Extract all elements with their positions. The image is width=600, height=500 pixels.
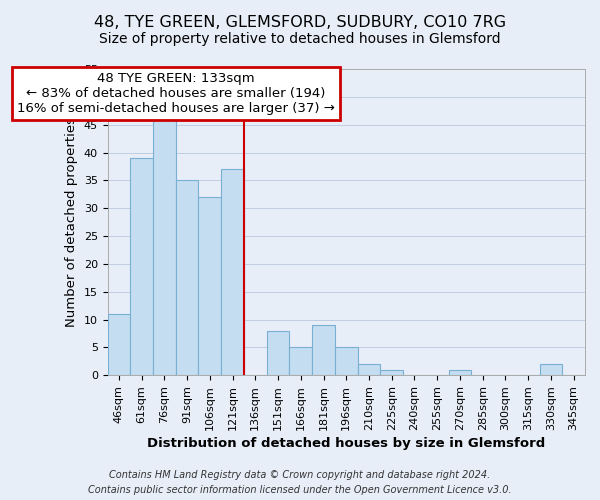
- Bar: [335, 348, 358, 376]
- Text: 48, TYE GREEN, GLEMSFORD, SUDBURY, CO10 7RG: 48, TYE GREEN, GLEMSFORD, SUDBURY, CO10 …: [94, 15, 506, 30]
- Bar: [153, 119, 176, 376]
- Bar: [130, 158, 153, 376]
- Bar: [312, 325, 335, 376]
- Bar: [358, 364, 380, 376]
- Text: 48 TYE GREEN: 133sqm
← 83% of detached houses are smaller (194)
16% of semi-deta: 48 TYE GREEN: 133sqm ← 83% of detached h…: [17, 72, 335, 115]
- X-axis label: Distribution of detached houses by size in Glemsford: Distribution of detached houses by size …: [147, 437, 545, 450]
- Bar: [107, 314, 130, 376]
- Bar: [176, 180, 199, 376]
- Bar: [199, 197, 221, 376]
- Y-axis label: Number of detached properties: Number of detached properties: [65, 117, 78, 327]
- Bar: [380, 370, 403, 376]
- Text: Contains HM Land Registry data © Crown copyright and database right 2024.
Contai: Contains HM Land Registry data © Crown c…: [88, 470, 512, 495]
- Bar: [289, 348, 312, 376]
- Bar: [449, 370, 472, 376]
- Bar: [266, 331, 289, 376]
- Bar: [221, 170, 244, 376]
- Bar: [539, 364, 562, 376]
- Text: Size of property relative to detached houses in Glemsford: Size of property relative to detached ho…: [99, 32, 501, 46]
